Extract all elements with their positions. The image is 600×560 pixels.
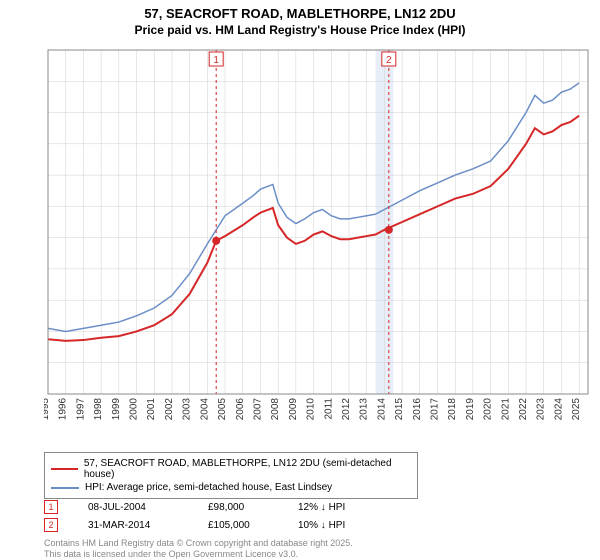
svg-text:1997: 1997 xyxy=(75,398,86,421)
annotation-table: 1 08-JUL-2004 £98,000 12% ↓ HPI 2 31-MAR-2014… xyxy=(44,498,378,534)
svg-text:2005: 2005 xyxy=(217,398,228,421)
legend-swatch-blue xyxy=(51,487,79,489)
svg-text:2020: 2020 xyxy=(483,398,494,421)
svg-text:2011: 2011 xyxy=(323,398,334,420)
legend-swatch-red xyxy=(51,468,78,470)
svg-text:2016: 2016 xyxy=(412,398,423,421)
footer-attribution: Contains HM Land Registry data © Crown c… xyxy=(44,538,353,560)
annotation-marker: 1 xyxy=(44,500,58,514)
svg-text:2007: 2007 xyxy=(252,398,263,421)
svg-text:2021: 2021 xyxy=(500,398,511,421)
svg-text:2023: 2023 xyxy=(536,398,547,421)
annotation-marker: 2 xyxy=(44,518,58,532)
legend: 57, SEACROFT ROAD, MABLETHORPE, LN12 2DU… xyxy=(44,452,418,499)
annotation-date: 31-MAR-2014 xyxy=(88,520,178,531)
svg-text:1999: 1999 xyxy=(111,398,122,421)
svg-text:2025: 2025 xyxy=(571,398,582,421)
annotation-date: 08-JUL-2004 xyxy=(88,502,178,513)
svg-text:1: 1 xyxy=(213,55,219,66)
svg-text:2010: 2010 xyxy=(306,398,317,421)
svg-text:2024: 2024 xyxy=(553,398,564,421)
svg-text:2000: 2000 xyxy=(129,398,140,421)
annotation-delta: 10% ↓ HPI xyxy=(298,520,378,531)
svg-text:2015: 2015 xyxy=(394,398,405,421)
svg-text:2018: 2018 xyxy=(447,398,458,421)
svg-text:1996: 1996 xyxy=(58,398,69,421)
annotation-price: £105,000 xyxy=(208,520,268,531)
svg-text:2003: 2003 xyxy=(182,398,193,421)
line-chart: £0£20K£40K£60K£80K£100K£120K£140K£160K£1… xyxy=(44,44,594,424)
svg-text:2006: 2006 xyxy=(235,398,246,421)
svg-text:2017: 2017 xyxy=(430,398,441,421)
svg-text:2013: 2013 xyxy=(359,398,370,421)
chart-title-line2: Price paid vs. HM Land Registry's House … xyxy=(0,23,600,41)
svg-text:2002: 2002 xyxy=(164,398,175,421)
svg-text:2008: 2008 xyxy=(270,398,281,421)
svg-text:2012: 2012 xyxy=(341,398,352,421)
svg-text:2009: 2009 xyxy=(288,398,299,421)
svg-text:2022: 2022 xyxy=(518,398,529,421)
svg-text:2004: 2004 xyxy=(199,398,210,421)
annotation-price: £98,000 xyxy=(208,502,268,513)
svg-text:2019: 2019 xyxy=(465,398,476,421)
svg-text:1998: 1998 xyxy=(93,398,104,421)
annotation-row: 1 08-JUL-2004 £98,000 12% ↓ HPI xyxy=(44,498,378,516)
svg-text:2: 2 xyxy=(386,55,392,66)
legend-label-red: 57, SEACROFT ROAD, MABLETHORPE, LN12 2DU… xyxy=(84,458,411,480)
chart-title-line1: 57, SEACROFT ROAD, MABLETHORPE, LN12 2DU xyxy=(0,0,600,23)
svg-text:2014: 2014 xyxy=(376,398,387,421)
legend-label-blue: HPI: Average price, semi-detached house,… xyxy=(85,482,332,493)
svg-text:2001: 2001 xyxy=(146,398,157,421)
chart-area: £0£20K£40K£60K£80K£100K£120K£140K£160K£1… xyxy=(44,44,594,424)
svg-text:1995: 1995 xyxy=(44,398,51,421)
annotation-delta: 12% ↓ HPI xyxy=(298,502,378,513)
annotation-row: 2 31-MAR-2014 £105,000 10% ↓ HPI xyxy=(44,516,378,534)
